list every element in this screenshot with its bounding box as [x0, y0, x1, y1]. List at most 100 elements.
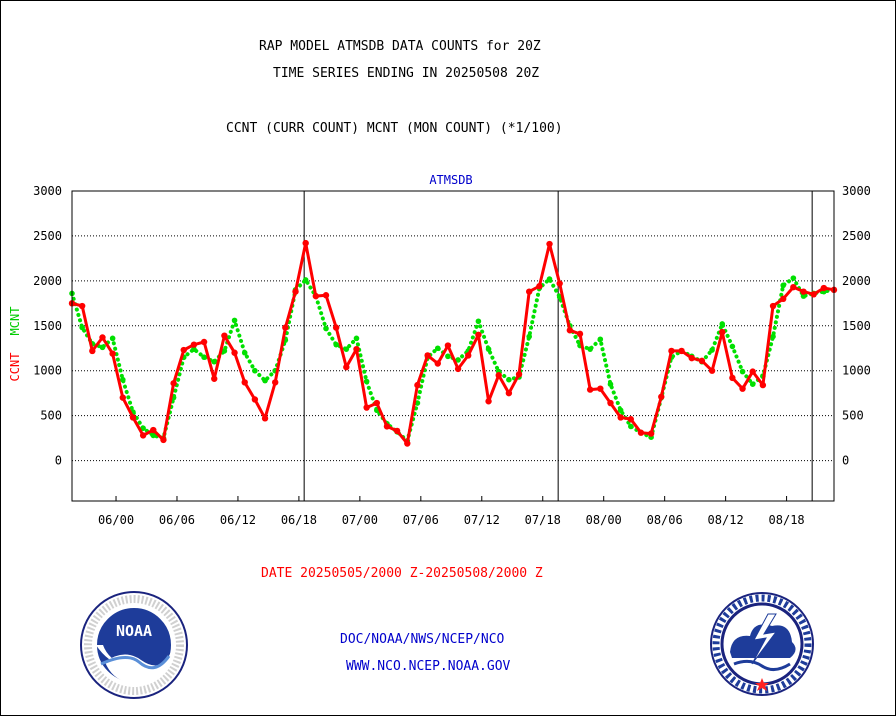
mcnt-point [221, 348, 228, 354]
mcnt-point [485, 346, 492, 352]
ccnt-point [475, 331, 482, 338]
ccnt-point [597, 385, 604, 392]
y-tick-label-right: 3000 [842, 184, 871, 198]
y-tick-label-right: 1000 [842, 364, 871, 378]
ccnt-point [231, 349, 238, 356]
x-tick-label: 07/00 [342, 513, 378, 527]
mcnt-point [140, 425, 146, 432]
mcnt-point [597, 336, 604, 343]
mcnt-point [231, 317, 238, 324]
ccnt-point [465, 352, 472, 359]
ylabel-ccnt: CCNT [8, 353, 22, 382]
ccnt-point [424, 352, 431, 359]
ccnt-point [393, 427, 401, 435]
mcnt-point [191, 346, 197, 352]
ccnt-series-line [70, 241, 836, 445]
mcnt-point [546, 276, 553, 282]
ccnt-point [353, 345, 360, 353]
ccnt-point [322, 292, 330, 299]
x-tick-label: 06/18 [281, 513, 317, 527]
mcnt-point [506, 376, 512, 383]
mcnt-point [475, 318, 482, 325]
ccnt-point [302, 239, 309, 247]
y-tick-label-left: 500 [40, 409, 62, 423]
ccnt-point [485, 398, 492, 405]
y-tick-label-right: 2000 [842, 274, 871, 288]
ccnt-point [627, 416, 634, 423]
ccnt-point [139, 432, 147, 439]
y-tick-label-left: 1000 [33, 364, 62, 378]
ccnt-point [383, 423, 391, 430]
mcnt-point [719, 321, 726, 327]
ccnt-point [180, 346, 187, 354]
x-tick-label: 06/12 [220, 513, 256, 527]
x-tick-label: 08/00 [586, 513, 622, 527]
ccnt-point [343, 363, 350, 371]
ccnt-point [363, 404, 370, 411]
nws-logo [710, 592, 814, 696]
ccnt-point [637, 429, 645, 436]
mcnt-point [211, 358, 218, 365]
mcnt-point [252, 367, 258, 374]
ccnt-point [678, 347, 685, 355]
mcnt-point [343, 346, 350, 352]
mcnt-point [739, 368, 746, 375]
title-line-3: CCNT (CURR COUNT) MCNT (MON COUNT) (*1/1… [226, 121, 563, 136]
y-tick-label-right: 500 [842, 409, 864, 423]
ccnt-point [261, 415, 269, 422]
mcnt-point [333, 341, 339, 348]
ccnt-point [780, 295, 787, 303]
y-tick-label-left: 2000 [33, 274, 62, 288]
title-line-1: RAP MODEL ATMSDB DATA COUNTS for 20Z [259, 39, 541, 54]
mcnt-point [353, 335, 360, 342]
ccnt-point [668, 347, 675, 355]
ccnt-point [129, 414, 137, 421]
mcnt-point [99, 344, 106, 351]
ccnt-point [769, 302, 777, 310]
x-tick-label: 08/18 [769, 513, 805, 527]
mcnt-point [617, 407, 624, 414]
ccnt-point [515, 371, 523, 378]
mcnt-point [302, 277, 309, 283]
footer-org-path-link[interactable]: DOC/NOAA/NWS/NCEP/NCO [340, 632, 505, 647]
ccnt-point [790, 283, 797, 291]
ccnt-point [688, 354, 695, 362]
ccnt-point [505, 389, 513, 397]
ccnt-point [647, 430, 655, 437]
x-tick-label: 06/06 [159, 513, 195, 527]
ccnt-point [292, 288, 299, 295]
ccnt-point [556, 280, 563, 287]
footer-website-link[interactable]: WWW.NCO.NCEP.NOAA.GOV [346, 659, 511, 674]
mcnt-point [790, 275, 797, 281]
ccnt-point [719, 328, 726, 336]
mcnt-point [445, 353, 451, 360]
ccnt-point [78, 302, 86, 310]
ccnt-point [698, 357, 706, 365]
ccnt-point [810, 291, 817, 298]
footer-date-range: DATE 20250505/2000 Z-20250508/2000 Z [261, 566, 543, 581]
ccnt-point [190, 341, 198, 348]
ccnt-point [312, 292, 320, 300]
mcnt-point [150, 432, 157, 439]
mcnt-point [434, 345, 441, 352]
x-tick-label: 07/12 [464, 513, 500, 527]
ccnt-point [617, 414, 624, 421]
ccnt-point [99, 334, 106, 341]
y-tick-label-right: 1500 [842, 319, 871, 333]
ccnt-point [160, 436, 167, 444]
mcnt-point [587, 346, 593, 352]
y-tick-label-left: 1500 [33, 319, 62, 333]
ccnt-point [586, 386, 594, 393]
plot-area-border [71, 190, 835, 502]
y-tick-label-left: 2500 [33, 229, 62, 243]
ccnt-point [251, 396, 259, 403]
noaa-logo: NOAA [80, 591, 188, 699]
ccnt-point [444, 342, 452, 349]
y-tick-label-right: 0 [842, 454, 849, 468]
mcnt-point [709, 347, 715, 353]
ccnt-point [414, 381, 421, 389]
x-tick-label: 07/18 [525, 513, 561, 527]
mcnt-point [800, 293, 807, 299]
ccnt-point [211, 375, 218, 382]
